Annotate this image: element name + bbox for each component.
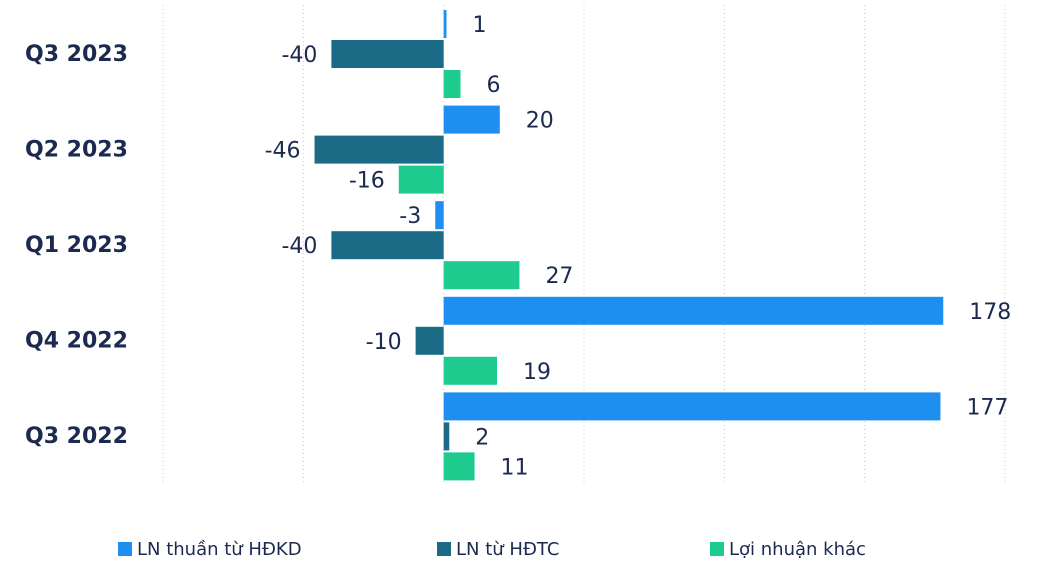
category-label: Q4 2022 (25, 329, 128, 354)
legend-swatch (710, 542, 724, 556)
legend-label: Lợi nhuận khác (729, 539, 866, 560)
bar (443, 70, 461, 98)
bar (331, 231, 444, 260)
category-label: Q3 2023 (25, 42, 128, 67)
value-label: 19 (523, 360, 551, 385)
category-label: Q1 2023 (25, 233, 128, 258)
bar (443, 392, 941, 421)
bar (415, 326, 444, 355)
value-label: 6 (487, 73, 501, 98)
value-label: 2 (475, 425, 489, 450)
value-label: -40 (281, 43, 317, 68)
value-label: 1 (472, 13, 486, 38)
value-label: -16 (349, 169, 385, 194)
bar (443, 10, 447, 38)
bar (398, 165, 444, 194)
category-label: Q2 2023 (25, 137, 128, 162)
legend-label: LN thuần từ HĐKD (137, 539, 302, 560)
bar (443, 452, 475, 481)
bar (443, 422, 450, 451)
value-label: -3 (399, 204, 421, 229)
bar (435, 201, 444, 230)
value-label: 27 (545, 264, 573, 289)
bar (443, 356, 497, 385)
category-label: Q3 2022 (25, 424, 128, 449)
value-label: 20 (526, 109, 554, 134)
value-label: -40 (281, 234, 317, 259)
value-label: 177 (966, 395, 1008, 420)
bar (314, 135, 444, 164)
legend-swatch (437, 542, 451, 556)
value-label: 178 (969, 300, 1011, 325)
value-label: -46 (265, 139, 301, 164)
value-label: -10 (366, 330, 402, 355)
bar (443, 261, 520, 290)
legend-swatch (118, 542, 132, 556)
legend-label: LN từ HĐTC (456, 539, 559, 560)
value-label: 11 (501, 455, 529, 480)
bar (443, 105, 500, 134)
bar (331, 40, 444, 68)
bar (443, 296, 944, 325)
